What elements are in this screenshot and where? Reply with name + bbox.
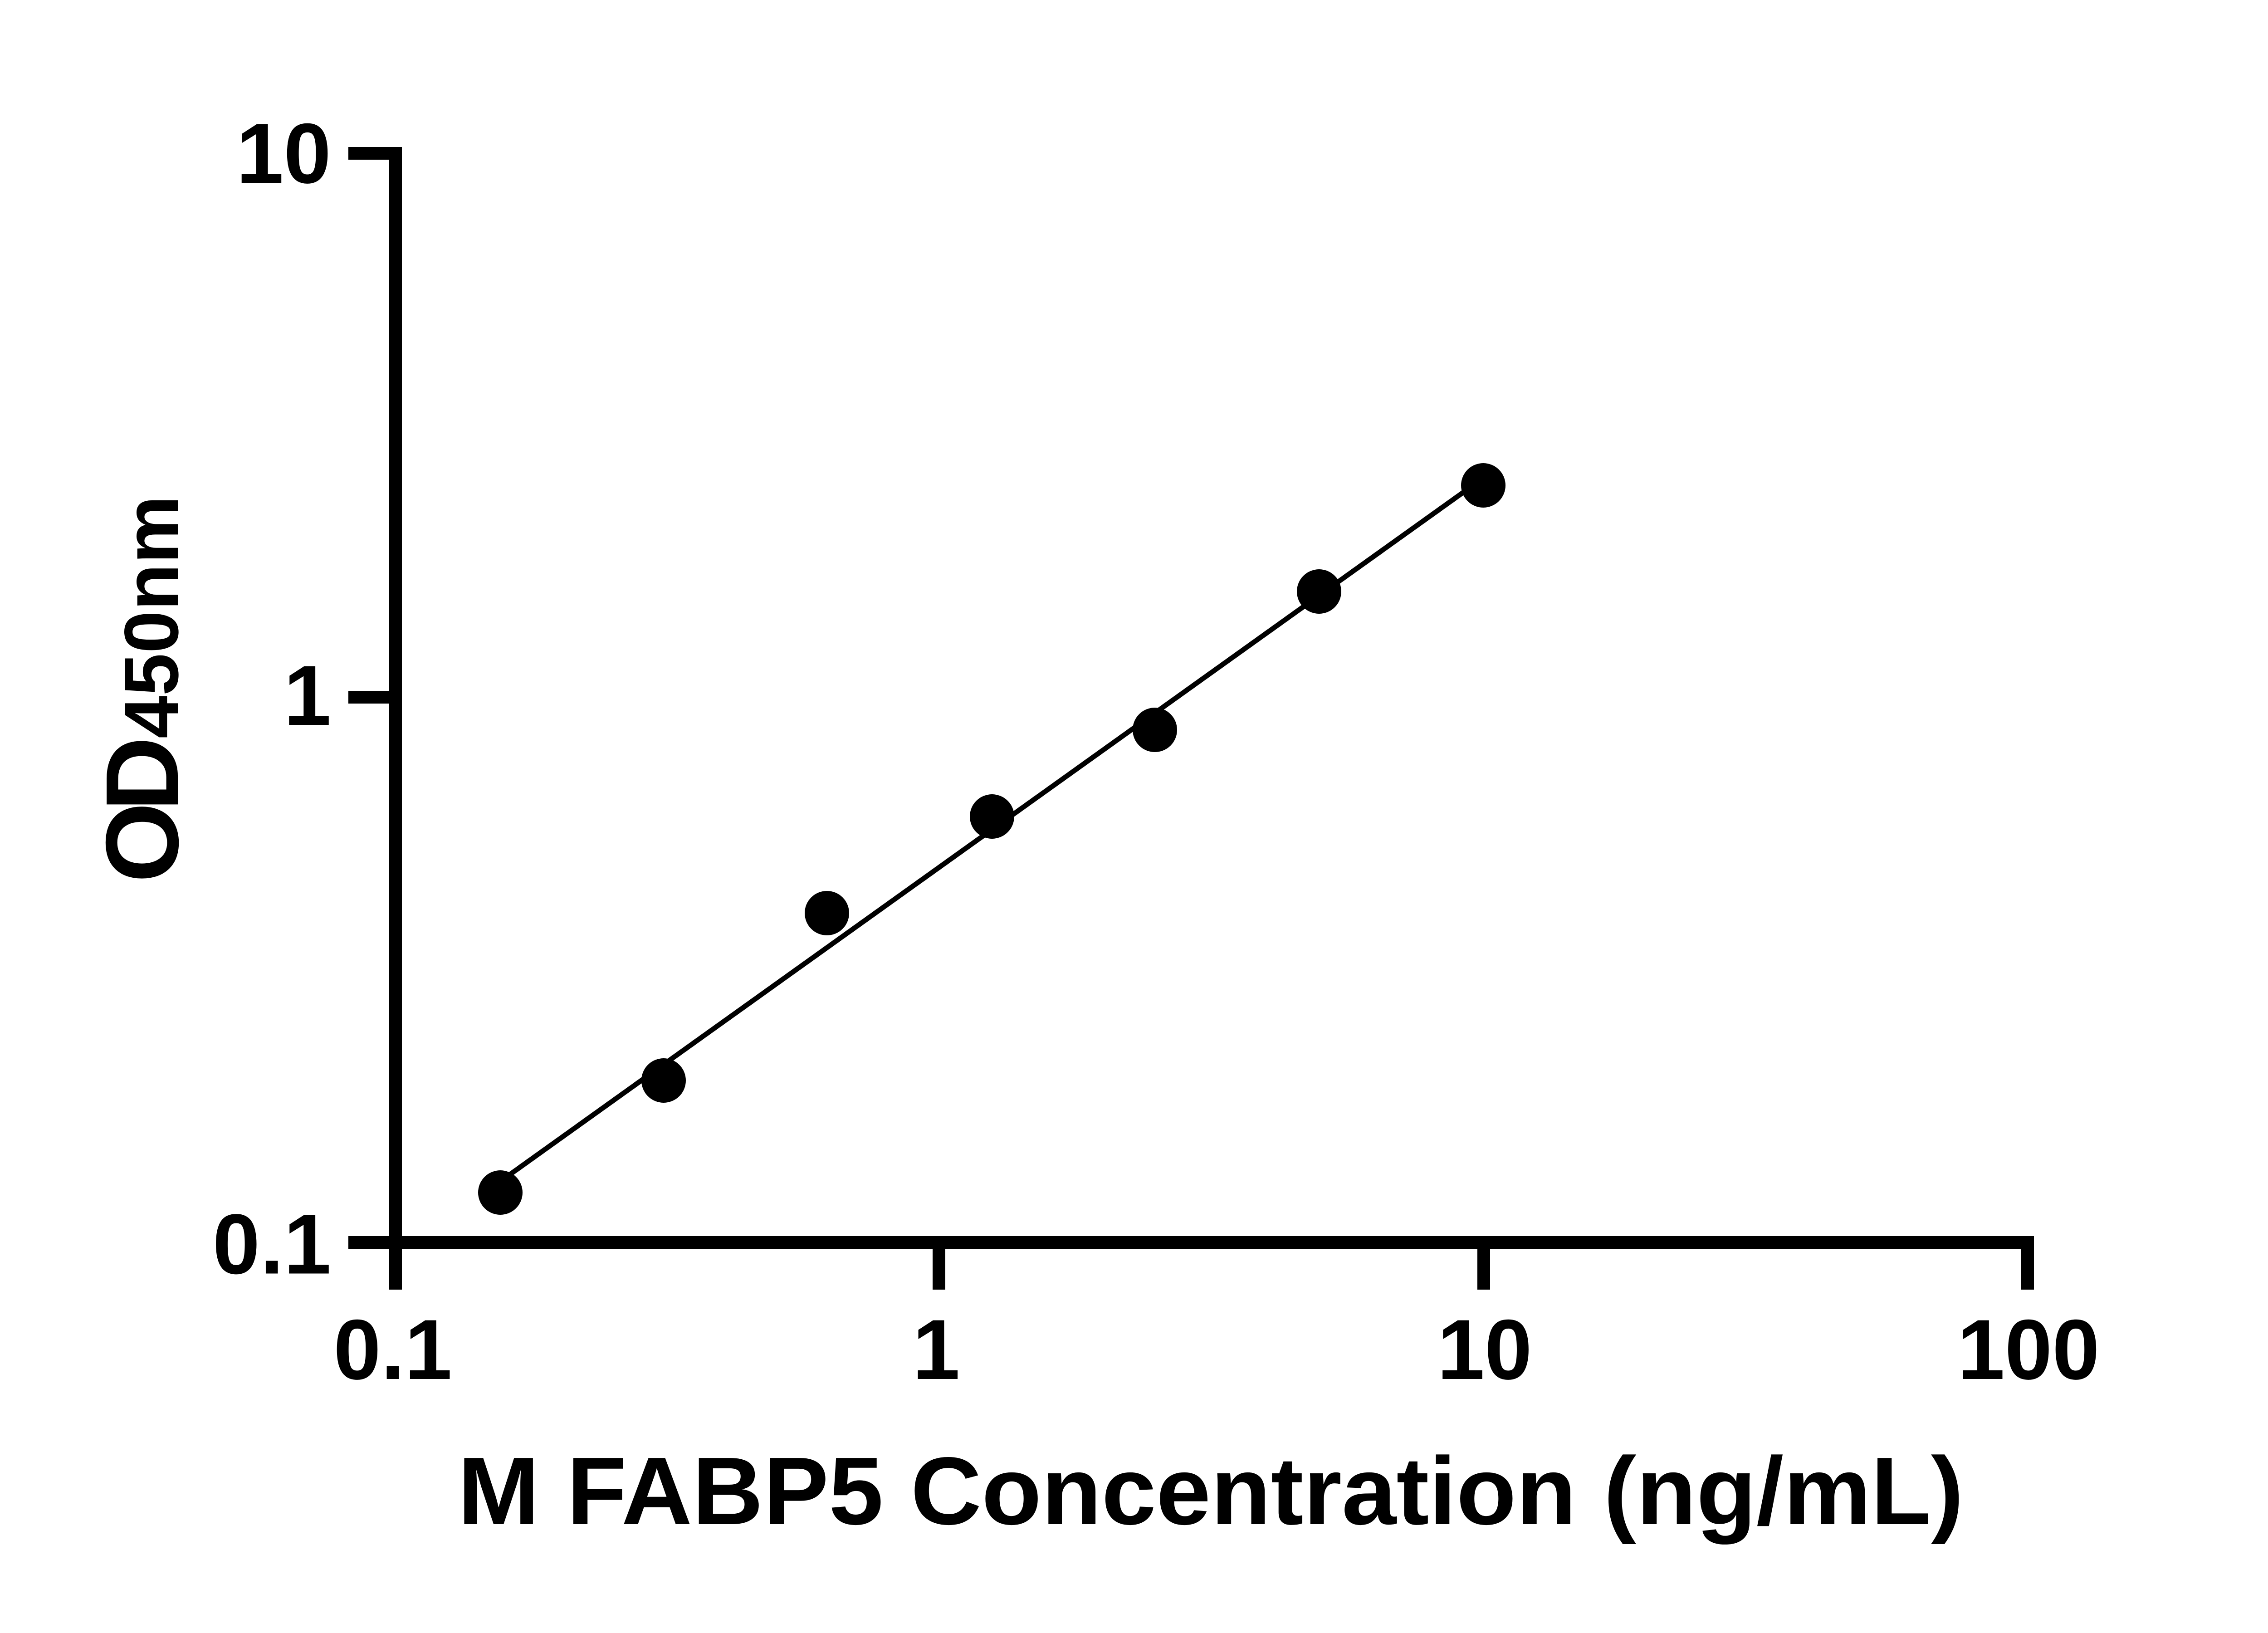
svg-text:0.1: 0.1 bbox=[213, 1197, 331, 1292]
svg-text:100: 100 bbox=[1957, 1302, 2100, 1397]
svg-text:10: 10 bbox=[1437, 1302, 1532, 1397]
svg-text:1: 1 bbox=[913, 1302, 960, 1397]
svg-text:M FABP5 Concentration (ng/mL): M FABP5 Concentration (ng/mL) bbox=[458, 1437, 1964, 1545]
svg-text:0.1: 0.1 bbox=[333, 1302, 452, 1397]
svg-text:1: 1 bbox=[284, 648, 331, 743]
svg-text:10: 10 bbox=[236, 106, 331, 201]
